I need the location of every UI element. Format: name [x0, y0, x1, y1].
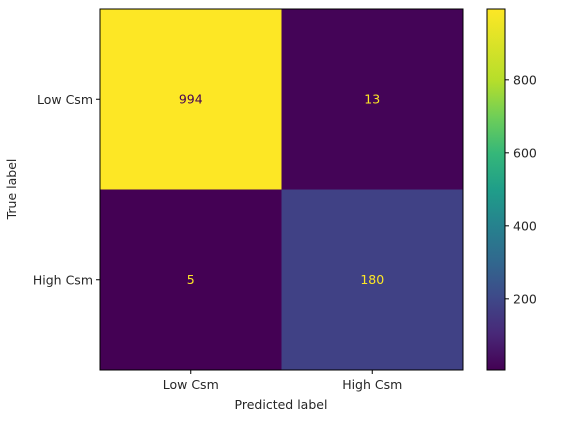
x-tick-label: High Csm	[342, 377, 402, 392]
matrix-cell-value: 5	[187, 272, 195, 287]
matrix-cell-value: 994	[179, 91, 203, 106]
matrix-cell-value: 180	[360, 272, 384, 287]
colorbar	[486, 8, 506, 371]
plot-frame	[99, 8, 464, 371]
colorbar-tick-label: 400	[513, 218, 537, 233]
colorbar-tick-label: 200	[513, 291, 537, 306]
matrix-cell	[100, 189, 282, 370]
y-axis-ticks: Low Csm High Csm	[33, 92, 100, 287]
matrix-cell-labels: 994 13 5 180	[179, 91, 384, 287]
matrix-cell	[281, 189, 463, 370]
x-axis-ticks: Low Csm High Csm	[163, 370, 402, 392]
colorbar-tick-label: 800	[513, 72, 537, 87]
colorbar-ticks: 200 400 600 800	[505, 72, 537, 306]
y-axis-label: True label	[4, 159, 19, 221]
matrix-cell-value: 13	[364, 91, 380, 106]
matrix-cells	[100, 9, 463, 370]
y-tick-label: High Csm	[33, 272, 93, 287]
y-tick-label: Low Csm	[37, 92, 93, 107]
matrix-cell	[281, 9, 463, 190]
colorbar-tick-label: 600	[513, 145, 537, 160]
x-axis-label: Predicted label	[235, 397, 328, 412]
x-tick-label: Low Csm	[163, 377, 219, 392]
matrix-cell	[100, 9, 282, 190]
